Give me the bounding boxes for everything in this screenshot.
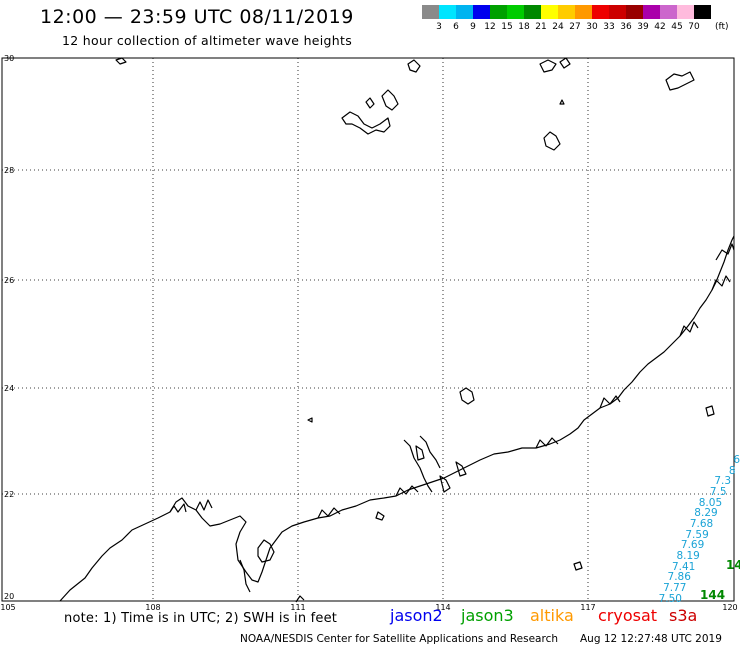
swh-value-label: 8.19 [676, 550, 700, 563]
color-scale-swatch [694, 5, 711, 19]
swh-value-label: 7.69 [680, 539, 705, 552]
footer-credit: NOAA/NESDIS Center for Satellite Applica… [240, 633, 558, 645]
swh-value-label: 7.5 [709, 486, 727, 498]
color-scale-unit: (ft) [715, 22, 729, 32]
color-scale-swatch [541, 5, 558, 19]
swh-value-label: 7.50 [658, 592, 682, 605]
color-scale-swatch [660, 5, 677, 19]
swh-value-label: 8.05 [698, 496, 723, 509]
color-scale-swatch [473, 5, 490, 19]
lat-label: 28 [4, 166, 14, 175]
color-scale-swatch [507, 5, 524, 19]
swh-value-label: 8.29 [694, 507, 718, 520]
satellite-legend-item: jason3 [461, 606, 514, 625]
color-scale-swatch [575, 5, 592, 19]
satellite-legend-item: s3a [669, 606, 698, 625]
color-scale-swatch [609, 5, 626, 19]
color-scale-label: 6 [453, 22, 459, 32]
satellite-legend-item: jason2 [390, 606, 443, 625]
color-scale-label: 70 [688, 22, 700, 32]
color-scale-swatch [524, 5, 541, 19]
lat-label: 22 [4, 490, 14, 499]
swh-value-label: 7.77 [663, 582, 687, 595]
lon-label: 105 [0, 603, 15, 612]
swh-value-label: 7.3 [714, 475, 732, 488]
swh-value-label: 7.68 [689, 518, 714, 530]
hainan-coast [239, 559, 251, 593]
color-scale-label: 30 [586, 22, 598, 32]
color-scale-label: 15 [501, 22, 513, 32]
map-frame [1, 57, 735, 602]
swh-value-label: 8 [728, 464, 736, 477]
lat-label: 26 [4, 276, 14, 285]
color-scale-label: 12 [484, 22, 496, 32]
lat-label: 20 [4, 592, 14, 601]
swh-value-label: 7.59 [685, 528, 709, 541]
lon-label: 120 [722, 603, 737, 612]
satellite-legend-item: altika [530, 606, 574, 625]
lon-label: 111 [290, 603, 305, 612]
lat-label: 30 [4, 54, 14, 63]
color-scale-swatch [490, 5, 507, 19]
latitude-labels: 30 28 26 24 22 20 [4, 54, 14, 601]
swh-value-label: 6 [733, 454, 740, 466]
swh-value-label: 7.41 [671, 560, 696, 573]
color-scale-label: 24 [552, 22, 564, 32]
chart-title: 12:00 — 23:59 UTC 08/11/2019 [40, 6, 354, 28]
color-scale-swatch [439, 5, 456, 19]
color-scale-label: 36 [620, 22, 632, 32]
color-scale-swatch [422, 5, 439, 19]
color-scale-label: 33 [603, 22, 615, 32]
mainland-coast [59, 235, 735, 602]
satellite-legend-item: cryosat [598, 606, 658, 625]
footer-timestamp: Aug 12 12:27:48 UTC 2019 [580, 633, 722, 645]
swh-value-label: 7.86 [667, 571, 691, 584]
map-grid [2, 58, 734, 601]
color-scale-label: 3 [436, 22, 442, 32]
legend-note: note: 1) Time is in UTC; 2) SWH is in fe… [64, 611, 338, 626]
color-scale-swatch [592, 5, 609, 19]
color-scale-swatch [677, 5, 694, 19]
color-scale-swatch [558, 5, 575, 19]
color-scale-label: 42 [654, 22, 666, 32]
lon-label: 117 [580, 603, 595, 612]
swh-marker-label: 14 [726, 558, 740, 572]
color-scale-label: 9 [470, 22, 476, 32]
color-scale-label: 18 [518, 22, 530, 32]
longitude-labels: 105 108 111 114 117 120 [0, 603, 737, 612]
lat-label: 24 [4, 384, 14, 393]
chart-subtitle: 12 hour collection of altimeter wave hei… [62, 33, 353, 48]
color-scale-label: 45 [671, 22, 683, 32]
color-scale-swatch [626, 5, 643, 19]
color-scale-label: 39 [637, 22, 649, 32]
color-scale-swatch [643, 5, 660, 19]
color-scale-label: 21 [535, 22, 547, 32]
coastline [59, 57, 735, 603]
color-scale-label: 27 [569, 22, 581, 32]
lon-label: 108 [145, 603, 160, 612]
lon-label: 114 [435, 603, 450, 612]
swh-marker-label: 144 [700, 588, 726, 602]
color-scale-swatch [456, 5, 473, 19]
